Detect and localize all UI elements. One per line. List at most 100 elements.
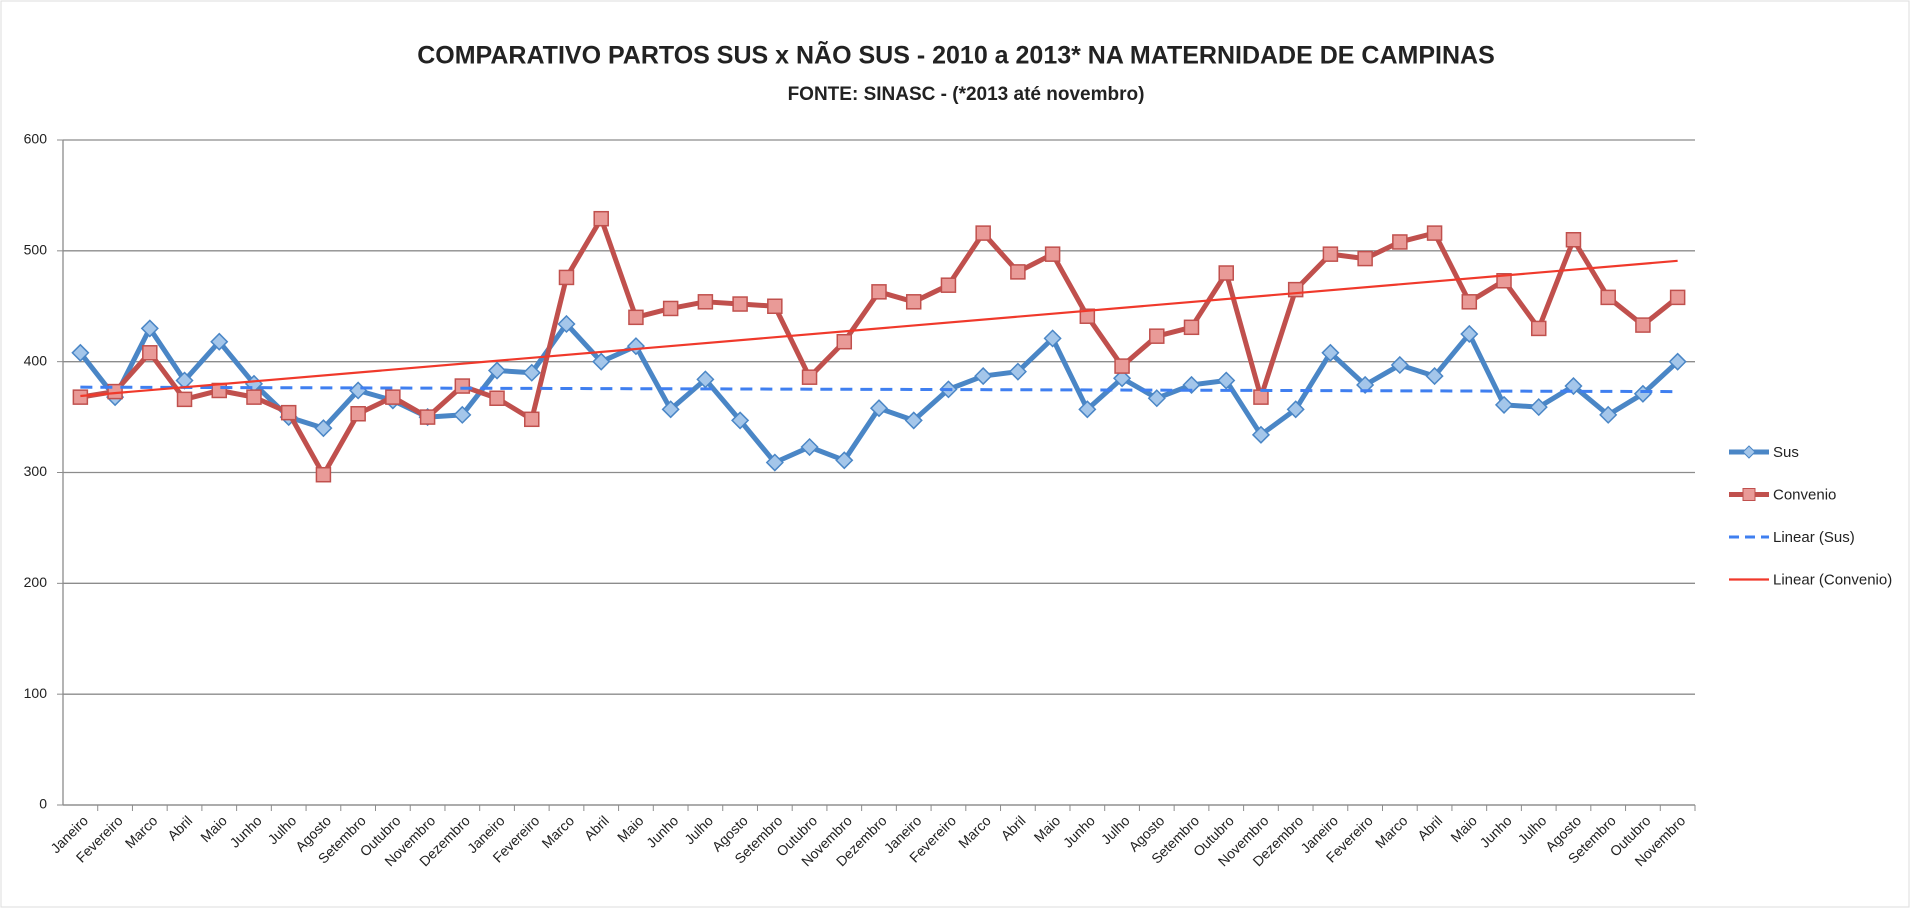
point (1147, 389, 1166, 408)
point (1494, 395, 1514, 414)
point (1635, 317, 1651, 333)
point (487, 361, 507, 380)
y-tick-label: 300 (24, 463, 48, 479)
point (1008, 362, 1027, 381)
point (1286, 400, 1305, 419)
x-tick-label: Marco (538, 812, 577, 851)
x-tick-label: Maio (1031, 812, 1064, 845)
point (1600, 289, 1616, 306)
series-line (78, 321, 1680, 466)
point (974, 367, 993, 386)
x-tick-label: Junho (226, 812, 264, 850)
point (1321, 343, 1340, 362)
point (1460, 324, 1479, 344)
point (557, 314, 576, 334)
point (835, 451, 854, 470)
point (1565, 232, 1582, 248)
point (1078, 400, 1097, 419)
x-tick-label: Junho (1060, 812, 1098, 850)
point (1043, 329, 1062, 348)
point (662, 300, 679, 317)
y-tick-label: 600 (24, 131, 48, 147)
point (72, 389, 89, 405)
point (661, 400, 680, 419)
point (767, 298, 783, 314)
point (836, 333, 853, 350)
legend-marker (1742, 488, 1756, 501)
point (1530, 320, 1547, 337)
point (592, 352, 611, 371)
point (1529, 398, 1548, 417)
point (1356, 375, 1375, 395)
point (524, 411, 540, 428)
x-tick-label: Marco (1372, 812, 1411, 851)
point (1182, 375, 1201, 395)
point (593, 210, 609, 227)
point (454, 378, 471, 394)
trendline (80, 385, 1678, 394)
x-tick-label: Maio (614, 812, 647, 845)
point (558, 269, 575, 286)
point (1392, 234, 1408, 250)
point (1217, 371, 1236, 390)
point (246, 389, 262, 405)
point (385, 389, 401, 405)
point (140, 319, 159, 338)
point (1669, 289, 1686, 306)
point (1253, 389, 1269, 405)
point (869, 399, 889, 418)
point (176, 391, 193, 408)
chart-subtitle: FONTE: SINASC - (*2013 até novembro) (788, 84, 1145, 105)
x-tick-label: Abril (164, 812, 195, 843)
point (731, 411, 750, 430)
point (626, 337, 645, 356)
point (314, 419, 333, 438)
point (1390, 355, 1409, 375)
point (142, 345, 158, 361)
y-tick-label: 200 (24, 574, 48, 590)
point (1599, 405, 1618, 424)
chart-title: COMPARATIVO PARTOS SUS x NÃO SUS - 2010 … (417, 40, 1495, 70)
point (697, 294, 714, 310)
point (1114, 358, 1130, 374)
point (1218, 265, 1234, 281)
point (904, 411, 923, 430)
point (1183, 319, 1200, 336)
legend-label: Sus (1773, 444, 1799, 461)
point (975, 225, 991, 241)
x-tick-label: Junho (643, 812, 681, 850)
point (871, 284, 887, 300)
point (905, 294, 922, 310)
point (1322, 246, 1339, 262)
point (210, 332, 229, 351)
point (453, 405, 472, 424)
legend-label: Linear (Convenio) (1773, 571, 1892, 588)
legend-label: Linear (Sus) (1773, 529, 1855, 546)
x-tick-label: Abril (1414, 812, 1445, 843)
point (940, 277, 957, 293)
y-tick-label: 400 (24, 352, 48, 368)
series-line (79, 216, 1680, 478)
point (1668, 352, 1687, 371)
point (489, 390, 505, 406)
point (1496, 273, 1512, 289)
point (1010, 264, 1026, 280)
point (315, 466, 332, 483)
point (1425, 367, 1444, 386)
point (732, 296, 748, 312)
y-tick-label: 0 (39, 796, 47, 812)
point (800, 437, 819, 457)
point (1079, 308, 1096, 324)
x-tick-label: Abril (998, 812, 1029, 843)
point (1426, 225, 1443, 241)
point (765, 453, 784, 472)
point (71, 343, 90, 362)
point (628, 309, 644, 326)
y-tick-label: 500 (24, 242, 48, 258)
point (1044, 246, 1061, 262)
trendline (80, 259, 1678, 398)
x-tick-label: Maio (1447, 812, 1480, 845)
x-tick-label: Abril (581, 812, 612, 843)
